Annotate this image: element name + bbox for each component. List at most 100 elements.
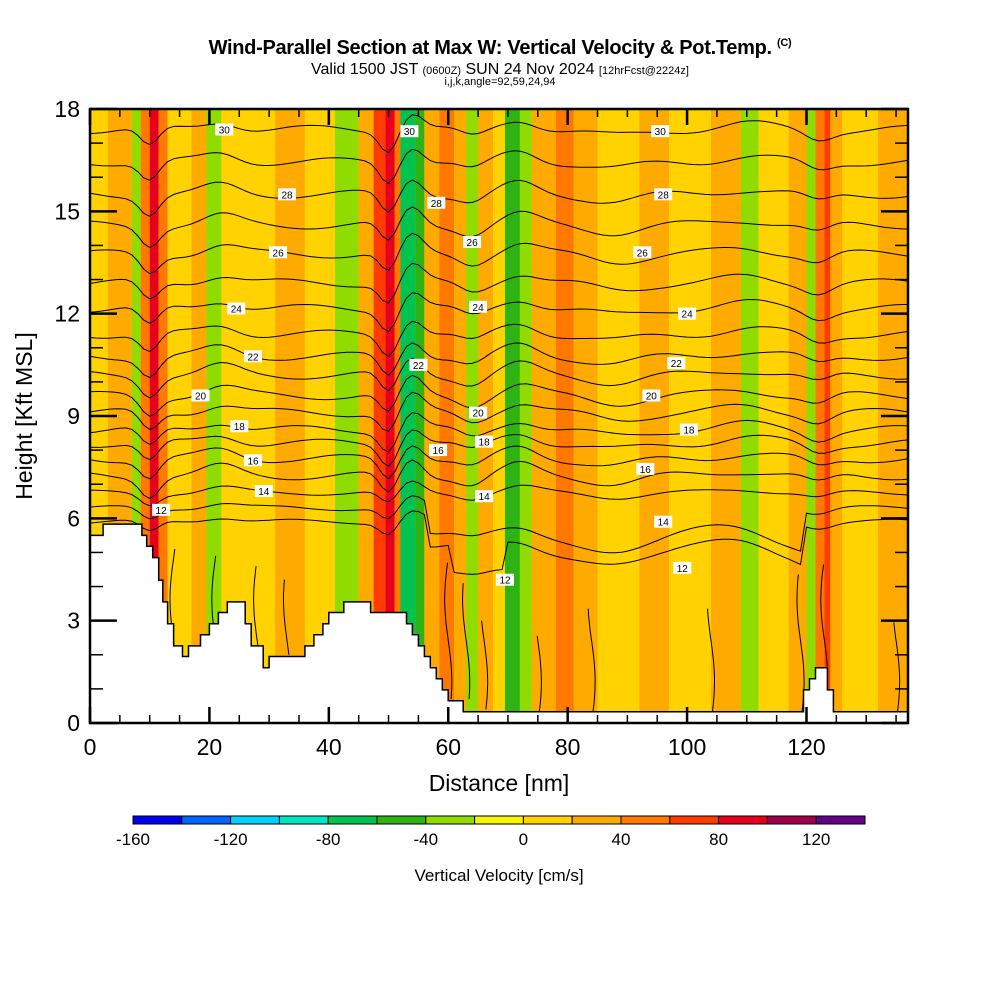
x-tick-labels: 0 20 40 60 80 100 120 xyxy=(84,734,826,760)
contour-label: 20 xyxy=(469,406,488,420)
contour-label: 16 xyxy=(429,444,448,457)
contour-label-text: 24 xyxy=(682,310,694,321)
contour-label-text: 30 xyxy=(219,126,231,137)
contour-label-box xyxy=(678,307,697,320)
velocity-band xyxy=(573,109,598,723)
contour-label-text: 14 xyxy=(258,487,270,498)
theta-contour-line xyxy=(90,495,908,554)
contour-label: 18 xyxy=(475,435,494,449)
theta-contour-line xyxy=(90,445,908,480)
theta-contour-line xyxy=(90,342,908,379)
theta-contour-line xyxy=(90,206,908,249)
contour-label-text: 14 xyxy=(658,518,670,529)
contour-label-box xyxy=(636,462,655,475)
contour-label: 28 xyxy=(278,188,296,201)
colorbar-tick-label: -40 xyxy=(414,830,439,849)
contour-label-box xyxy=(463,236,482,248)
colorbar-swatch xyxy=(766,815,817,825)
contour-label: 28 xyxy=(427,196,446,210)
contour-label-box xyxy=(227,302,246,315)
x-tick-label: 60 xyxy=(435,734,461,760)
velocity-band xyxy=(158,109,168,723)
x-axis-label: Distance [nm] xyxy=(429,770,570,796)
contour-label: 30 xyxy=(400,125,419,138)
velocity-band xyxy=(531,109,556,723)
y-tick-label: 12 xyxy=(54,301,80,327)
contour-label-box xyxy=(667,357,686,370)
contour-label-text: 16 xyxy=(433,446,445,457)
colorbar-swatch xyxy=(571,815,622,825)
contour-label-text: 26 xyxy=(467,238,479,249)
velocity-band xyxy=(454,109,467,723)
theta-contours xyxy=(90,114,908,712)
velocity-band xyxy=(206,109,222,723)
colorbar-swatch xyxy=(718,815,768,825)
terrain-polygon xyxy=(90,523,908,723)
colorbar-tick-label: 80 xyxy=(709,830,728,849)
contour-label-text: 28 xyxy=(281,190,293,201)
colorbar-tick-label: 40 xyxy=(612,830,631,849)
contour-label-box xyxy=(244,454,262,467)
velocity-band xyxy=(555,109,574,723)
valid-date: SUN 24 Nov 2024 xyxy=(465,61,595,78)
forecast-info: [12hrFcst@2224z] xyxy=(598,65,689,77)
contour-label-text: 30 xyxy=(655,127,667,138)
velocity-band xyxy=(639,109,670,723)
contour-label-box xyxy=(278,188,296,201)
y-tick-label: 15 xyxy=(54,198,80,224)
theta-contour-line xyxy=(90,374,908,417)
velocity-band xyxy=(385,109,395,723)
velocity-band xyxy=(597,109,640,723)
colorbar-tick-label: -120 xyxy=(214,830,248,849)
contour-label-box xyxy=(475,490,494,503)
theta-contour-line xyxy=(893,622,901,712)
theta-contour-line xyxy=(90,391,908,433)
contour-label: 14 xyxy=(475,490,494,503)
velocity-band xyxy=(275,109,305,723)
x-tick-label: 80 xyxy=(555,734,581,760)
colorbar-swatch xyxy=(327,815,378,825)
x-tick-label: 0 xyxy=(84,734,97,760)
contour-label: 24 xyxy=(227,302,246,316)
colorbar-swatch xyxy=(181,815,232,825)
contour-label: 30 xyxy=(651,125,670,138)
colorbar-tick-label: -80 xyxy=(316,830,341,849)
colorbar-swatch xyxy=(620,815,671,825)
colorbar-swatch xyxy=(230,815,280,825)
velocity-band xyxy=(740,109,759,723)
theta-contour-line xyxy=(444,562,453,700)
contour-label-box xyxy=(269,246,288,259)
contour-label: 14 xyxy=(654,515,673,529)
x-tick-label: 40 xyxy=(316,734,342,760)
colorbar-label: Vertical Velocity [cm/s] xyxy=(414,866,583,885)
contour-label-box xyxy=(469,406,488,419)
y-tick-labels: 0 3 6 9 12 15 18 xyxy=(54,96,80,736)
contour-label-box xyxy=(215,123,234,136)
theta-contour-line xyxy=(90,292,908,333)
contour-label: 26 xyxy=(463,236,482,249)
theta-contour-line xyxy=(90,357,908,399)
contour-label-box xyxy=(679,423,698,436)
contour-label: 16 xyxy=(244,454,262,467)
contour-label: 12 xyxy=(496,573,514,587)
colorbar-tick-label: 0 xyxy=(519,830,528,849)
contour-label-box xyxy=(475,435,494,448)
contour-label-box xyxy=(244,350,262,363)
colorbar-tick-label: -160 xyxy=(116,830,150,849)
theta-contour-line xyxy=(253,566,260,655)
velocity-band xyxy=(334,109,359,723)
velocity-band xyxy=(439,109,455,723)
theta-contour-line xyxy=(90,148,908,185)
contour-label-text: 20 xyxy=(473,409,485,420)
contour-label-text: 26 xyxy=(637,248,649,259)
contour-label-text: 16 xyxy=(640,465,652,476)
contour-label-box xyxy=(254,485,273,497)
contour-label-box xyxy=(469,300,488,313)
theta-contour-line xyxy=(707,608,715,712)
theta-contour-line xyxy=(90,320,908,358)
contour-label: 16 xyxy=(636,462,655,476)
contour-label-text: 20 xyxy=(646,392,658,403)
axis-ticks xyxy=(88,107,908,725)
contour-label-text: 14 xyxy=(479,492,491,503)
